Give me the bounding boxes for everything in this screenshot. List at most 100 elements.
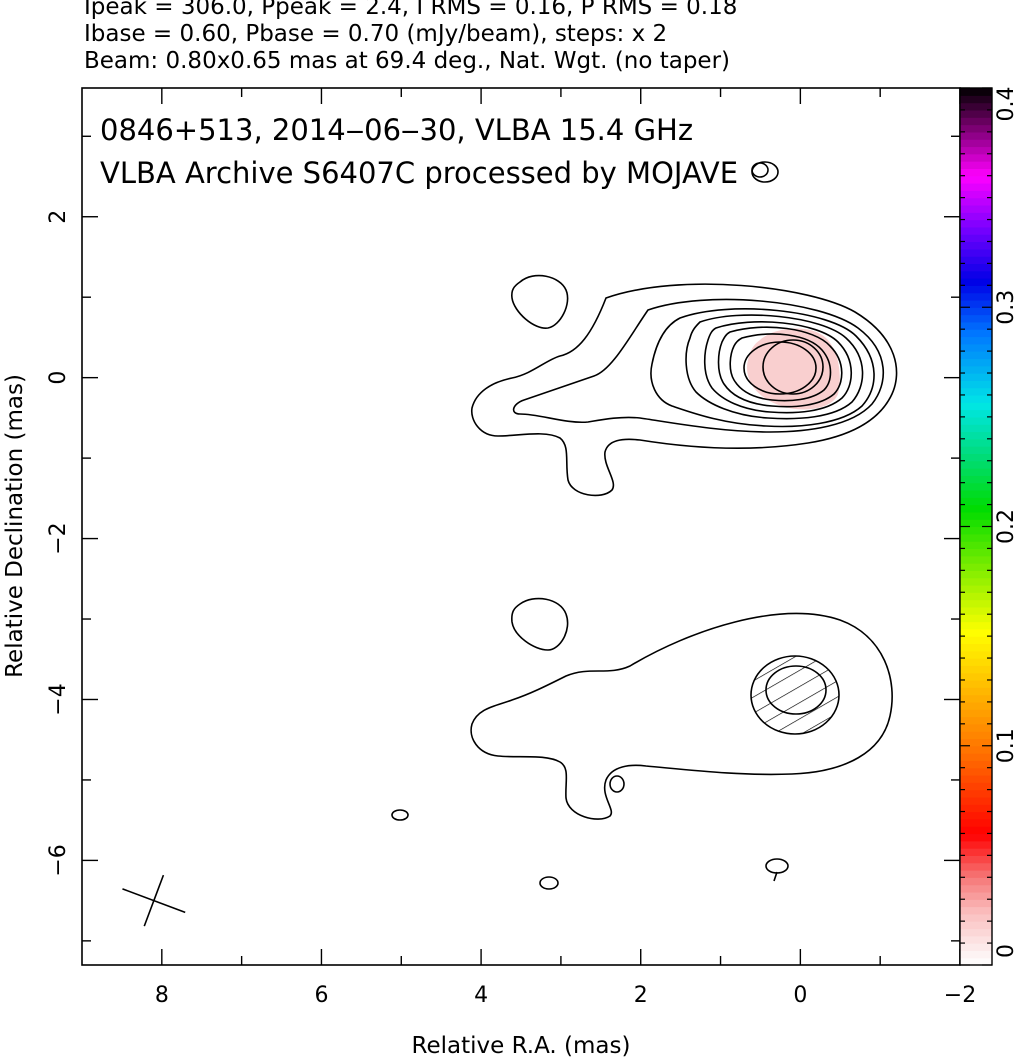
- plot-title: 0846+513, 2014‒06‒30, VLBA 15.4 GHz: [100, 113, 693, 147]
- x-axis-title: Relative R.A. (mas): [412, 1033, 631, 1059]
- colorbar-segment: [960, 146, 992, 155]
- colorbar-segment: [960, 928, 992, 937]
- colorbar-segment: [960, 197, 992, 206]
- colorbar-segment: [960, 526, 992, 535]
- colorbar-segment: [960, 774, 992, 783]
- colorbar-segment: [960, 679, 992, 688]
- colorbar-segment: [960, 935, 992, 944]
- colorbar-segment: [960, 460, 992, 469]
- contour-upper-3: [650, 308, 875, 428]
- x-tick-label: 6: [314, 983, 328, 1008]
- beam-cross: [122, 874, 186, 927]
- colorbar-segment: [960, 723, 992, 732]
- colorbar-segment: [960, 102, 992, 111]
- colorbar-segment: [960, 672, 992, 681]
- colorbar-segment: [960, 709, 992, 718]
- colorbar-segment: [960, 343, 992, 352]
- x-tick-label: 0: [793, 983, 807, 1008]
- colorbar-segment: [960, 278, 992, 286]
- colorbar-segment: [960, 219, 992, 228]
- colorbar-segment: [960, 826, 992, 835]
- contour-upper-blob: [511, 274, 569, 329]
- colorbar-segment: [960, 701, 992, 710]
- colorbar-segment: [960, 482, 992, 491]
- colorbar-segment: [960, 753, 992, 761]
- contour-upper-1: [471, 283, 898, 497]
- colorbar-segment: [960, 658, 992, 666]
- colorbar-segment: [960, 891, 992, 900]
- contour-upper-7: [729, 333, 832, 402]
- contour-lower-1: [470, 612, 893, 820]
- colorbar-segment: [960, 409, 992, 418]
- colorbar-segment: [960, 950, 992, 959]
- colorbar-segment: [960, 592, 992, 601]
- colorbar-segment: [960, 124, 992, 133]
- contour-upper-4: [685, 314, 864, 420]
- plot-frame: [81, 87, 961, 966]
- colorbar-segment: [960, 943, 992, 951]
- colorbar: [959, 87, 993, 966]
- colorbar-segment: [960, 599, 992, 608]
- colorbar-segment: [960, 212, 992, 221]
- colorbar-segment: [960, 533, 992, 542]
- colorbar-segment: [960, 117, 992, 126]
- colorbar-segment: [960, 877, 992, 886]
- colorbar-segment: [960, 190, 992, 199]
- colorbar-segment: [960, 307, 992, 316]
- beam-minor-axis: [143, 874, 165, 927]
- contour-island-4-stub: [773, 871, 778, 882]
- contour-island-2: [539, 876, 559, 890]
- colorbar-segment: [960, 226, 992, 235]
- contour-island-3: [609, 775, 625, 793]
- colorbar-segment: [960, 650, 992, 659]
- colorbar-segment: [960, 139, 992, 148]
- colorbar-segment: [960, 628, 992, 637]
- colorbar-segment: [960, 88, 992, 96]
- colorbar-segment: [960, 519, 992, 528]
- header-line-1: Ipeak = 306.0, Ppeak = 2.4, I RMS = 0.16…: [84, 0, 738, 20]
- contour-island-4: [765, 858, 789, 874]
- colorbar-tick-label: 0.3: [994, 290, 1019, 325]
- colorbar-segment: [960, 373, 992, 381]
- colorbar-segment: [960, 548, 992, 557]
- colorbar-segment: [960, 402, 992, 411]
- colorbar-segment: [960, 884, 992, 893]
- colorbar-segment: [960, 570, 992, 579]
- colorbar-segment: [960, 840, 992, 849]
- colorbar-segment: [960, 804, 992, 813]
- colorbar-segment: [960, 796, 992, 805]
- colorbar-segment: [960, 818, 992, 827]
- colorbar-segment: [960, 921, 992, 930]
- colorbar-segment: [960, 584, 992, 593]
- colorbar-segment: [960, 643, 992, 652]
- header-line-3: Beam: 0.80x0.65 mas at 69.4 deg., Nat. W…: [84, 48, 730, 74]
- colorbar-segment: [960, 109, 992, 118]
- contour-upper-2: [512, 298, 884, 433]
- contour-group: [391, 161, 898, 890]
- colorbar-segment: [960, 394, 992, 403]
- colorbar-segment: [960, 511, 992, 520]
- colorbar-segment: [960, 731, 992, 740]
- y-tick-label: 2: [46, 210, 71, 224]
- colorbar-segment: [960, 95, 992, 104]
- contour-island-1: [391, 809, 409, 821]
- colorbar-segment: [960, 256, 992, 264]
- colorbar-segment: [960, 234, 992, 243]
- colorbar-segment: [960, 862, 992, 871]
- colorbar-segment: [960, 365, 992, 374]
- colorbar-tick-label: 0: [994, 944, 1019, 958]
- colorbar-segment: [960, 153, 992, 162]
- colorbar-segment: [960, 906, 992, 915]
- colorbar-segment: [960, 263, 992, 272]
- colorbar-segment: [960, 248, 992, 257]
- colorbar-tick-label: 0.4: [994, 87, 1019, 122]
- colorbar-segment: [960, 504, 992, 513]
- colorbar-segment: [960, 489, 992, 498]
- colorbar-segment: [960, 168, 992, 177]
- x-tick-label: 4: [474, 983, 488, 1008]
- colorbar-segment: [960, 475, 992, 484]
- contour-lower-blob: [511, 597, 569, 651]
- colorbar-segment: [960, 848, 992, 856]
- x-tick-label: 8: [155, 983, 169, 1008]
- x-tick-label: −2: [944, 983, 976, 1008]
